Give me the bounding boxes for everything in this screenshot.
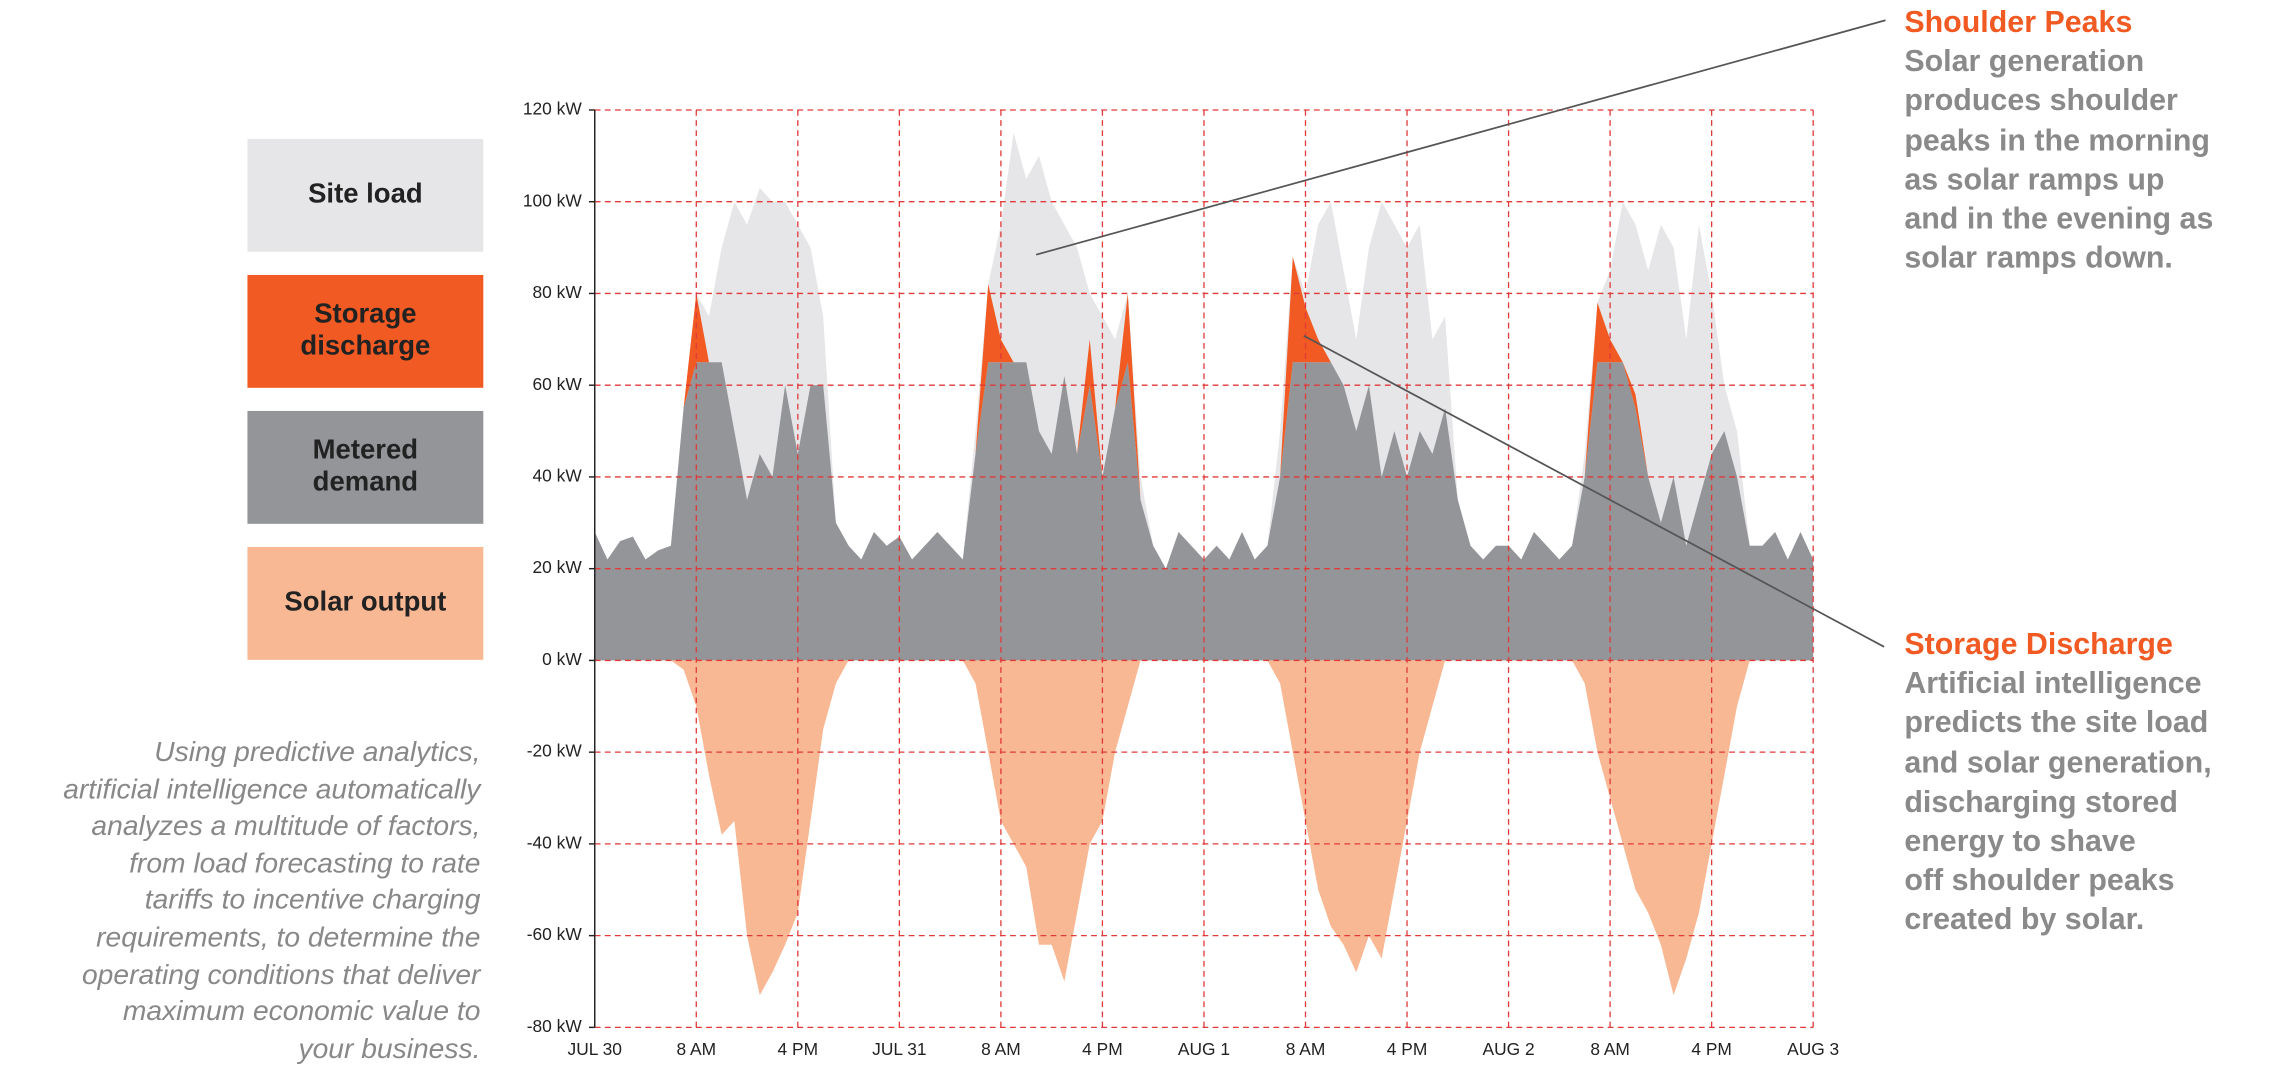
legend-label: Solar output	[284, 587, 447, 618]
y-tick-label: -40 kW	[527, 832, 583, 852]
areas	[594, 132, 1814, 996]
labels: -80 kW -60 kW -40 kW -20 kW 0 kW 20 kW 40 kW 60…	[523, 99, 1839, 1060]
caption: Using predictive analytics, artificial i…	[63, 736, 481, 1065]
leader-line	[1035, 19, 1886, 256]
y-tick-label: 80 kW	[533, 282, 583, 302]
x-tick-label: 8 AM	[677, 1039, 717, 1059]
annotation-text: Solar generation produces shoulder peaks…	[1904, 45, 2214, 276]
x-tick-label: AUG 2	[1483, 1039, 1535, 1059]
annotation: Storage Discharge Artificial intelligenc…	[1904, 625, 2266, 940]
leader-line	[1303, 334, 1885, 648]
x-tick-label: 4 PM	[1387, 1039, 1428, 1059]
area	[594, 660, 1814, 996]
x-tick-label: 8 AM	[981, 1039, 1021, 1059]
annotation-title: Storage Discharge	[1904, 628, 2173, 662]
y-tick-label: -80 kW	[527, 1016, 583, 1036]
legend-item: Metered demand	[247, 410, 484, 524]
legend-label: Storage discharge	[300, 299, 431, 362]
x-tick-label: JUL 30	[568, 1039, 622, 1059]
y-tick-label: 60 kW	[533, 374, 583, 394]
legend-item: Storage discharge	[247, 274, 484, 388]
legend-label: Site load	[308, 179, 423, 210]
y-tick-label: -60 kW	[527, 924, 583, 944]
y-tick-label: 120 kW	[523, 99, 582, 119]
annotation-text: Artificial intelligence predicts the sit…	[1904, 667, 2212, 937]
x-tick-label: 8 AM	[1286, 1039, 1326, 1059]
annotation-title: Shoulder Peaks	[1904, 5, 2133, 40]
y-tick-label: 100 kW	[523, 190, 582, 210]
y-tick-label: 0 kW	[542, 649, 582, 669]
y-tick-label: 40 kW	[533, 466, 583, 486]
x-tick-label: 4 PM	[1691, 1039, 1732, 1059]
grid	[588, 109, 1814, 1029]
area	[594, 362, 1814, 661]
y-tick-label: -20 kW	[527, 741, 583, 761]
legend-label: Metered demand	[312, 435, 419, 498]
legend-item: Solar output	[247, 546, 484, 660]
x-tick-label: 4 PM	[778, 1039, 819, 1059]
legend-item: Site load	[247, 138, 484, 252]
x-tick-label: 4 PM	[1082, 1039, 1123, 1059]
x-tick-label: JUL 31	[872, 1039, 926, 1059]
x-tick-label: AUG 1	[1178, 1039, 1230, 1059]
x-tick-label: 8 AM	[1590, 1039, 1630, 1059]
y-tick-label: 20 kW	[533, 557, 583, 577]
x-tick-label: AUG 3	[1787, 1039, 1839, 1059]
annotation: Shoulder Peaks Solar generation produces…	[1904, 3, 2266, 279]
